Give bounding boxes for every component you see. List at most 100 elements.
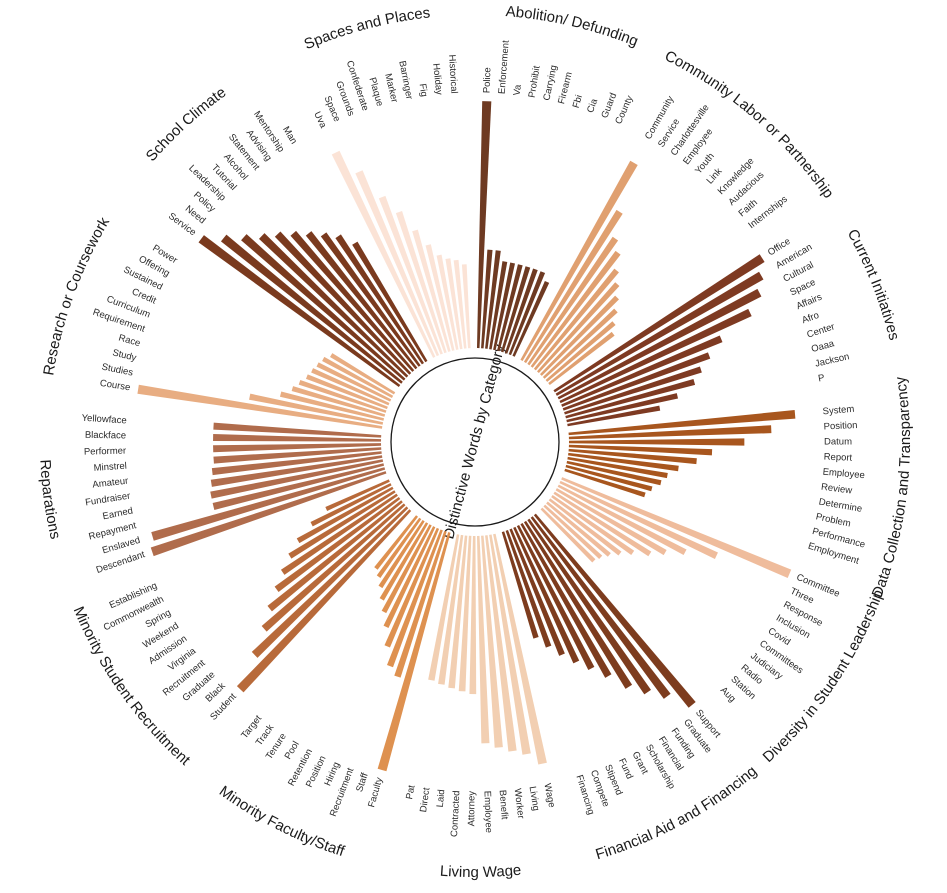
word-label: Contracted	[449, 790, 462, 837]
word-label: Studies	[101, 362, 134, 379]
word-label: Direct	[418, 787, 432, 813]
bar	[211, 451, 382, 476]
word-label: Historical	[446, 54, 459, 94]
bar	[501, 531, 539, 639]
bar	[561, 477, 792, 579]
bar	[555, 271, 764, 396]
word-label: Staff	[354, 771, 371, 793]
bar	[508, 271, 546, 356]
bar	[381, 524, 432, 614]
bar	[137, 384, 383, 429]
bar	[438, 534, 464, 685]
bar	[274, 231, 412, 375]
bar	[533, 268, 619, 371]
word-label: Performer	[84, 446, 127, 458]
bar	[279, 391, 385, 421]
bar	[542, 308, 618, 379]
bar	[213, 433, 382, 442]
bar	[331, 150, 436, 358]
bar	[513, 526, 580, 664]
bar	[568, 438, 745, 446]
bar	[436, 254, 459, 350]
word-label: Benefit	[497, 790, 510, 821]
bar	[565, 464, 653, 492]
word-label: Pat	[404, 784, 417, 800]
bar	[533, 513, 696, 708]
category-group: UvaSpaceGroundsConfederatePlaqueMarkerBa…	[302, 4, 471, 358]
word-label: Cia	[585, 97, 600, 115]
bar	[567, 456, 668, 479]
bar	[352, 241, 428, 363]
bar	[213, 422, 382, 438]
word-label: Employee	[482, 791, 494, 834]
category-label: Spaces and Places	[302, 4, 431, 53]
bar	[559, 480, 718, 559]
bar	[546, 501, 611, 557]
bar	[548, 331, 615, 386]
word-label: Faculty	[366, 776, 385, 809]
bar	[553, 491, 652, 557]
bar	[559, 308, 752, 404]
bar	[523, 520, 633, 689]
bar	[258, 233, 409, 378]
bar	[355, 170, 440, 357]
bar	[325, 479, 390, 511]
bar	[520, 160, 638, 361]
category-label: Data Collection and Transparency	[869, 375, 914, 600]
word-label: Living	[527, 785, 542, 811]
bar	[485, 250, 501, 349]
word-label: Position	[823, 420, 857, 432]
bar	[527, 518, 651, 695]
bar	[562, 352, 711, 411]
bar	[561, 335, 723, 407]
bar	[476, 101, 492, 349]
bar	[296, 486, 394, 544]
bar	[564, 468, 646, 498]
bar	[428, 534, 460, 681]
word-label: Race	[117, 332, 141, 349]
bar	[469, 535, 477, 695]
word-label: Minstrel	[93, 461, 127, 474]
word-label: Marker	[382, 72, 400, 103]
bar	[476, 535, 490, 744]
bar	[213, 447, 382, 464]
word-label: Review	[820, 482, 852, 497]
bar	[212, 463, 385, 510]
bar	[383, 526, 436, 629]
bar	[236, 509, 412, 693]
bar	[493, 533, 547, 765]
bar	[378, 520, 425, 589]
bar	[461, 264, 471, 349]
word-label: Fundraiser	[84, 491, 131, 509]
word-label: Worker	[512, 788, 527, 820]
bar	[557, 484, 687, 556]
bar	[568, 425, 772, 440]
bar	[567, 405, 661, 427]
bar	[512, 281, 550, 357]
bar	[445, 258, 463, 350]
category-label: Living Wage	[439, 862, 522, 881]
word-label: Course	[99, 378, 131, 394]
word-label: Fig	[417, 83, 430, 98]
bar	[527, 236, 619, 366]
word-label: Afro	[800, 310, 820, 326]
bar	[566, 393, 679, 423]
bar	[305, 231, 418, 370]
word-label: Datum	[824, 437, 852, 448]
bar	[540, 507, 596, 563]
bar	[530, 250, 621, 368]
word-label: Oaaa	[810, 338, 836, 355]
bar	[386, 529, 443, 668]
bar	[493, 262, 516, 351]
category-label: Research or Coursework	[40, 214, 113, 377]
word-label: Wage	[541, 782, 557, 808]
bar	[412, 229, 451, 352]
bar	[377, 532, 451, 772]
bar	[448, 535, 468, 689]
bar	[395, 211, 447, 354]
bar	[481, 535, 503, 748]
word-label: Report	[823, 452, 852, 464]
bar	[310, 483, 392, 527]
bar	[198, 235, 401, 387]
